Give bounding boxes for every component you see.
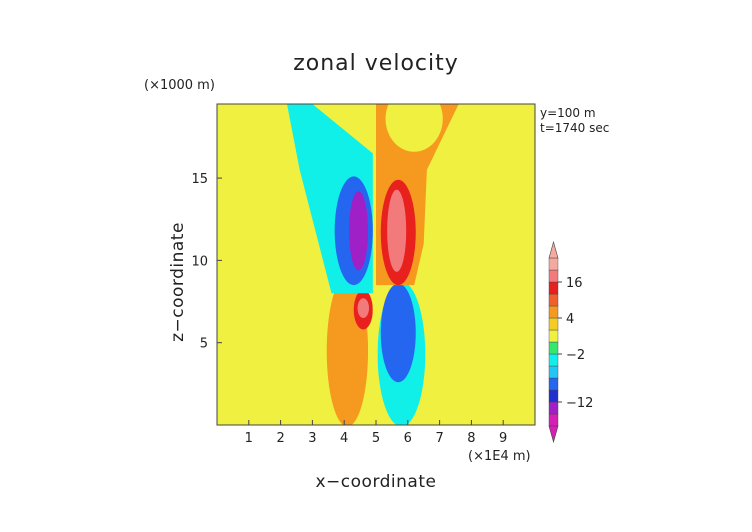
annotation-y: y=100 m	[540, 106, 596, 120]
x-tick-label: 8	[467, 431, 475, 446]
y-tick-label: 5	[200, 337, 208, 352]
colorbar: 16 4 −2 −12	[548, 240, 593, 444]
colorbar-min-arrow	[548, 425, 559, 444]
y-axis: 5 10 15	[191, 172, 222, 352]
y-tick-label: 15	[191, 172, 208, 187]
colorbar-segment	[548, 257, 559, 271]
colorbar-segment	[548, 281, 559, 295]
colorbar-segment	[548, 353, 559, 367]
y-tick-label: 10	[191, 254, 208, 269]
chart-title: zonal velocity	[293, 51, 459, 76]
colorbar-segment	[548, 413, 559, 427]
x-tick-label: 6	[404, 431, 412, 446]
x-axis-label: x−coordinate	[316, 472, 437, 492]
x-tick-label: 7	[435, 431, 443, 446]
colorbar-segment	[548, 317, 559, 331]
region-lower-left-pink	[357, 298, 370, 318]
x-tick-label: 4	[340, 431, 348, 446]
annotation-t: t=1740 sec	[540, 121, 609, 135]
x-tick-label: 1	[245, 431, 253, 446]
colorbar-segment	[548, 305, 559, 319]
y-axis-label: z−coordinate	[168, 222, 188, 342]
region-upper-right-yellow-cap	[385, 104, 443, 152]
region-upper-left-purple	[348, 191, 369, 271]
colorbar-label: 16	[566, 276, 583, 291]
colorbar-segment	[548, 341, 559, 355]
region-upper-left-cap	[217, 238, 342, 286]
colorbar-segment	[548, 365, 559, 379]
x-axis: 1 2 3 4 5 6 7 8 9	[245, 420, 507, 446]
colorbar-label: −12	[566, 396, 593, 411]
colorbar-segment	[548, 293, 559, 307]
y-unit-label: (×1000 m)	[144, 78, 215, 93]
x-tick-label: 5	[372, 431, 380, 446]
colorbar-segment	[548, 329, 559, 343]
colorbar-max-arrow	[548, 240, 559, 259]
colorbar-segment	[548, 389, 559, 403]
region-upper-right-pink	[387, 189, 407, 272]
region-lower-right-blue	[380, 283, 416, 383]
colorbar-label: −2	[566, 348, 585, 363]
colorbar-segment	[548, 269, 559, 283]
x-tick-label: 2	[276, 431, 284, 446]
x-unit-label: (×1E4 m)	[468, 449, 531, 464]
colorbar-segment	[548, 377, 559, 391]
x-tick-label: 9	[499, 431, 507, 446]
colorbar-segment	[548, 401, 559, 415]
colorbar-label: 4	[566, 312, 574, 327]
x-tick-label: 3	[308, 431, 316, 446]
region-center-green-strip	[372, 293, 378, 425]
contour-field	[217, 104, 535, 425]
